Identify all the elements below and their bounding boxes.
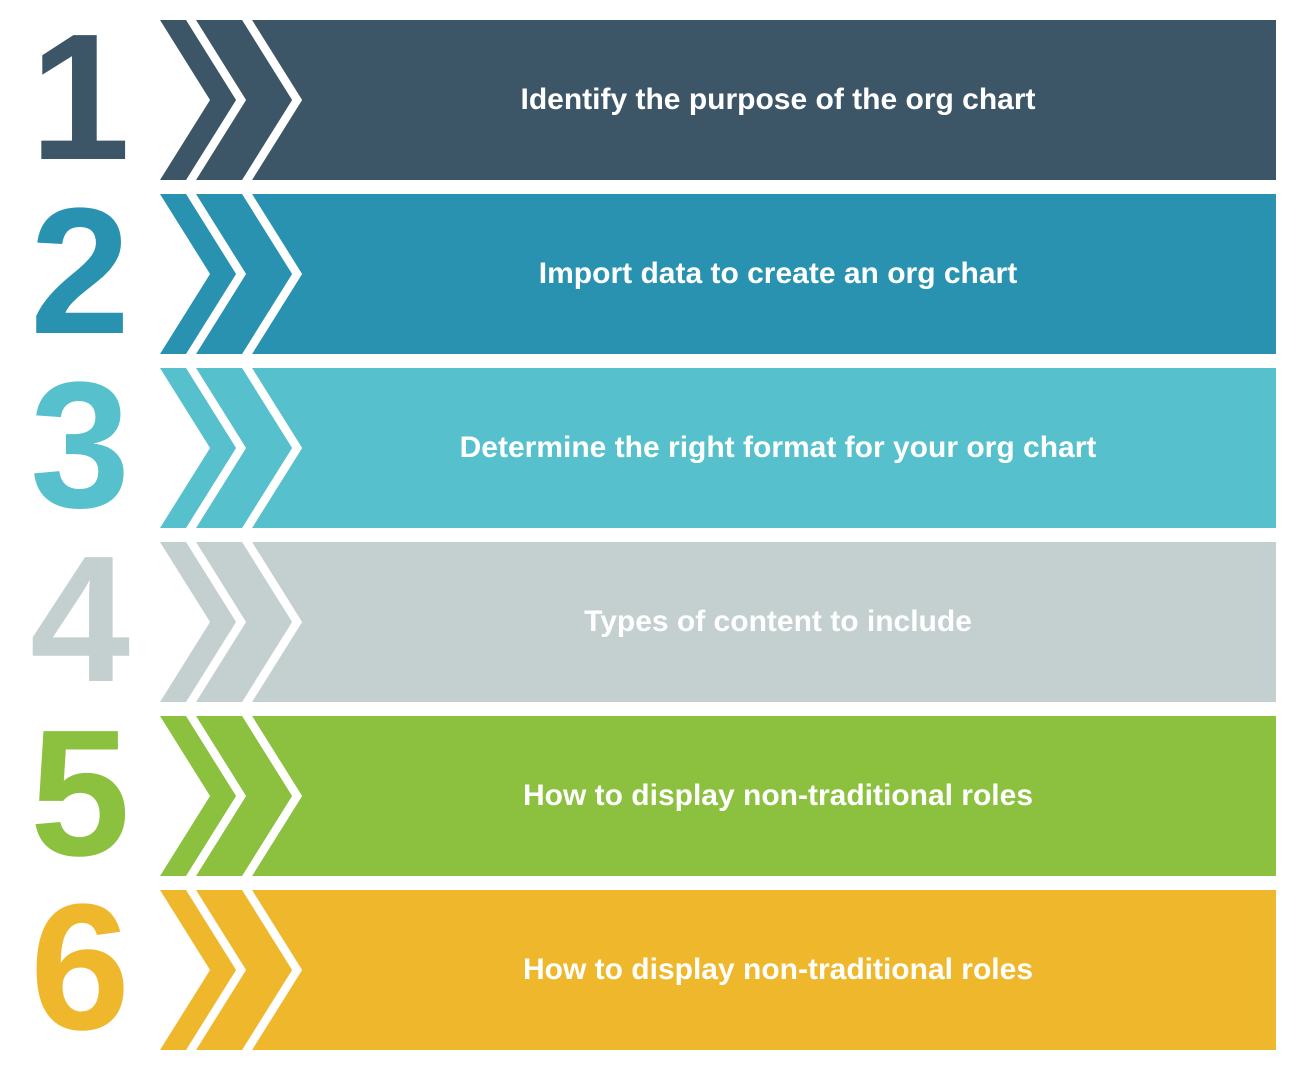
step-number: 3	[30, 356, 130, 536]
step-label: Import data to create an org chart	[160, 257, 1276, 291]
step-label: Identify the purpose of the org chart	[160, 83, 1276, 117]
step-bar: Types of content to include	[160, 542, 1276, 702]
step-number: 2	[30, 182, 130, 362]
step-label: How to display non-traditional roles	[160, 953, 1276, 987]
step-bar: Determine the right format for your org …	[160, 368, 1276, 528]
step-number: 1	[30, 8, 130, 188]
step-row: 6How to display non-traditional roles	[30, 890, 1276, 1050]
step-bar: How to display non-traditional roles	[160, 716, 1276, 876]
step-label: Types of content to include	[160, 605, 1276, 639]
step-number: 4	[30, 530, 130, 710]
step-bar: How to display non-traditional roles	[160, 890, 1276, 1050]
steps-list: 1Identify the purpose of the org chart2I…	[30, 20, 1276, 1050]
step-number: 5	[30, 704, 130, 884]
step-bar: Import data to create an org chart	[160, 194, 1276, 354]
step-row: 2Import data to create an org chart	[30, 194, 1276, 354]
step-label: Determine the right format for your org …	[160, 431, 1276, 465]
infographic-container: 1Identify the purpose of the org chart2I…	[0, 0, 1306, 1088]
step-bar: Identify the purpose of the org chart	[160, 20, 1276, 180]
step-row: 5How to display non-traditional roles	[30, 716, 1276, 876]
step-row: 4Types of content to include	[30, 542, 1276, 702]
step-label: How to display non-traditional roles	[160, 779, 1276, 813]
step-row: 3Determine the right format for your org…	[30, 368, 1276, 528]
step-number: 6	[30, 878, 130, 1058]
step-row: 1Identify the purpose of the org chart	[30, 20, 1276, 180]
